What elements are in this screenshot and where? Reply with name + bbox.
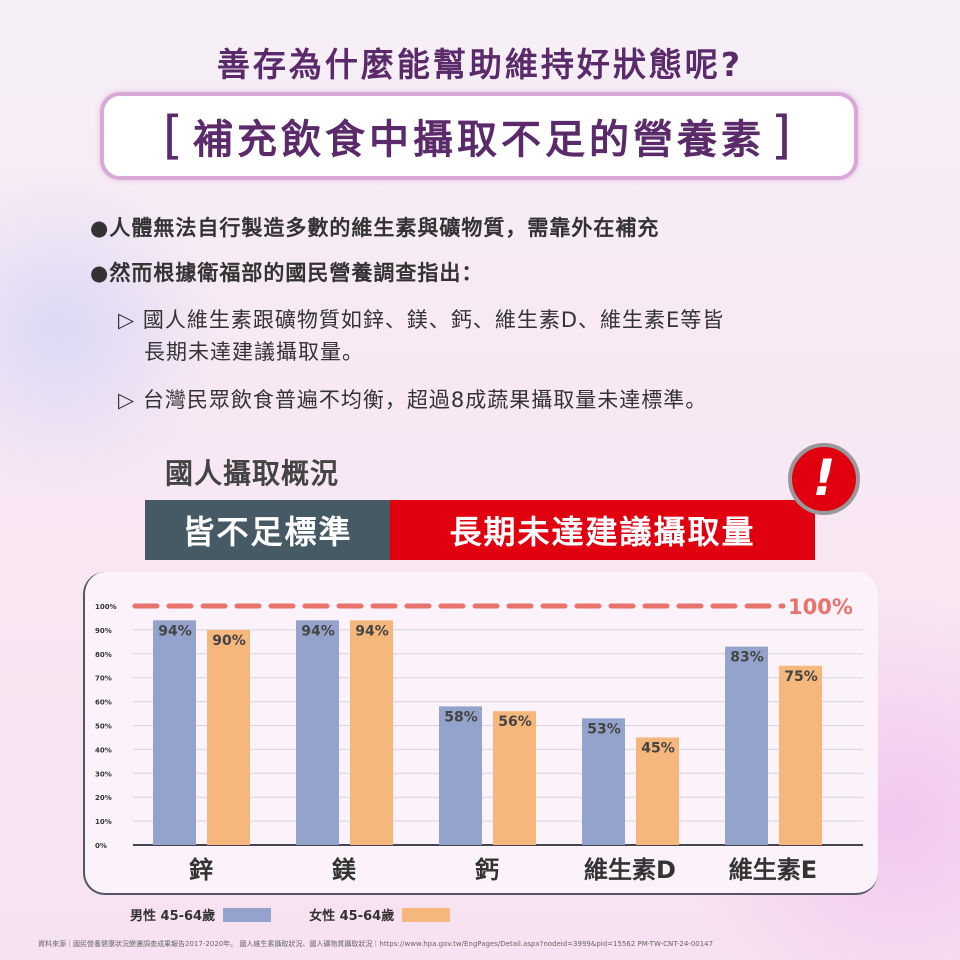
legend-label-male: 男性 45-64歲 [130,909,216,924]
bar-chart: 0% 10% 20% 30% 40% 50% 60% 70% 80% 90% 100% 100% 94%… [95,595,863,884]
data-label: 94% [301,623,335,639]
data-label: 58% [444,709,478,725]
bar [725,646,768,845]
y-tick-label: 20% [95,794,112,802]
bar [779,665,822,845]
bar [439,706,482,845]
data-label: 75% [784,669,818,685]
bar [207,629,250,845]
bullet-item: ●人體無法自行製造多數的維生素與礦物質，需靠外在補充 [90,212,659,242]
category-label: 鈣 [475,856,499,884]
bar [582,718,625,845]
category-label: 鋅 [189,856,213,884]
subpoint-line: 國人維生素跟礦物質如鋅、鎂、鈣、維生素D、維生素E等皆 [142,308,725,332]
label-insufficient: 皆不足標準 [145,500,390,560]
category-label: 維生素D [584,856,676,884]
target-label: 100% [788,595,853,619]
data-label: 94% [158,623,192,639]
page-title: 善存為什麼能幫助維持好狀態呢? [216,45,744,84]
bullet-icon: ● [90,216,110,240]
data-label: 94% [355,623,389,639]
data-label: 56% [498,714,532,730]
source-footer: 資料來源｜國民營養健康狀況變遷調查成果報告2017-2020年。 國人維生素攝取… [38,940,714,948]
subtitle: [ 補充飲食中攝取不足的營養素 ] [100,92,858,180]
bar [636,737,679,845]
subpoint-line: 台灣民眾飲食普遍不均衡，超過8成蔬果攝取量未達標準。 [142,388,708,412]
subtitle-box [100,92,858,180]
bar [493,711,536,845]
exclamation-icon: ! [788,443,860,515]
y-tick-label: 100% [95,603,117,611]
data-label: 83% [730,650,764,666]
legend: 男性 45-64歲 女性 45-64歲 [130,905,488,924]
y-tick-label: 60% [95,699,112,707]
bar [296,620,339,845]
subtitle-text: 補充飲食中攝取不足的營養素 [193,117,765,163]
label-long-term: 長期未達建議攝取量 [390,500,815,560]
triangle-icon: ▷ [118,308,136,332]
y-tick-label: 50% [95,723,112,731]
legend-swatch-female [402,907,451,922]
category-label: 鎂 [332,856,356,884]
bullet-item: ●然而根據衛福部的國民營養調查指出： [90,257,483,287]
y-tick-label: 80% [95,651,112,659]
bullet-text: 人體無法自行製造多數的維生素與礦物質，需靠外在補充 [109,216,660,240]
subpoint: ▷ 國人維生素跟礦物質如鋅、鎂、鈣、維生素D、維生素E等皆 長期未達建議攝取量。 [118,304,724,368]
data-label: 90% [212,633,246,649]
data-label: 53% [587,721,621,737]
triangle-icon: ▷ [118,388,136,412]
bar [350,620,393,845]
subpoint: ▷ 台灣民眾飲食普遍不均衡，超過8成蔬果攝取量未達標準。 [118,384,707,416]
bullet-text: 然而根據衛福部的國民營養調查指出： [109,261,484,285]
bracket-open: [ [162,106,187,166]
category-label: 維生素E [729,856,817,884]
y-tick-label: 90% [95,627,112,635]
legend-swatch-male [223,907,272,922]
bar [153,620,196,845]
y-tick-label: 70% [95,675,112,683]
data-label: 45% [641,740,675,756]
section-heading: 國人攝取概況 [165,457,340,490]
legend-label-female: 女性 45-64歲 [309,909,395,924]
y-tick-label: 30% [95,770,112,778]
subpoint-line: 長期未達建議攝取量。 [144,340,364,364]
y-tick-label: 10% [95,818,112,826]
y-tick-label: 0% [95,842,107,850]
bracket-close: ] [771,106,796,166]
bullet-icon: ● [90,261,110,285]
y-tick-label: 40% [95,746,112,754]
